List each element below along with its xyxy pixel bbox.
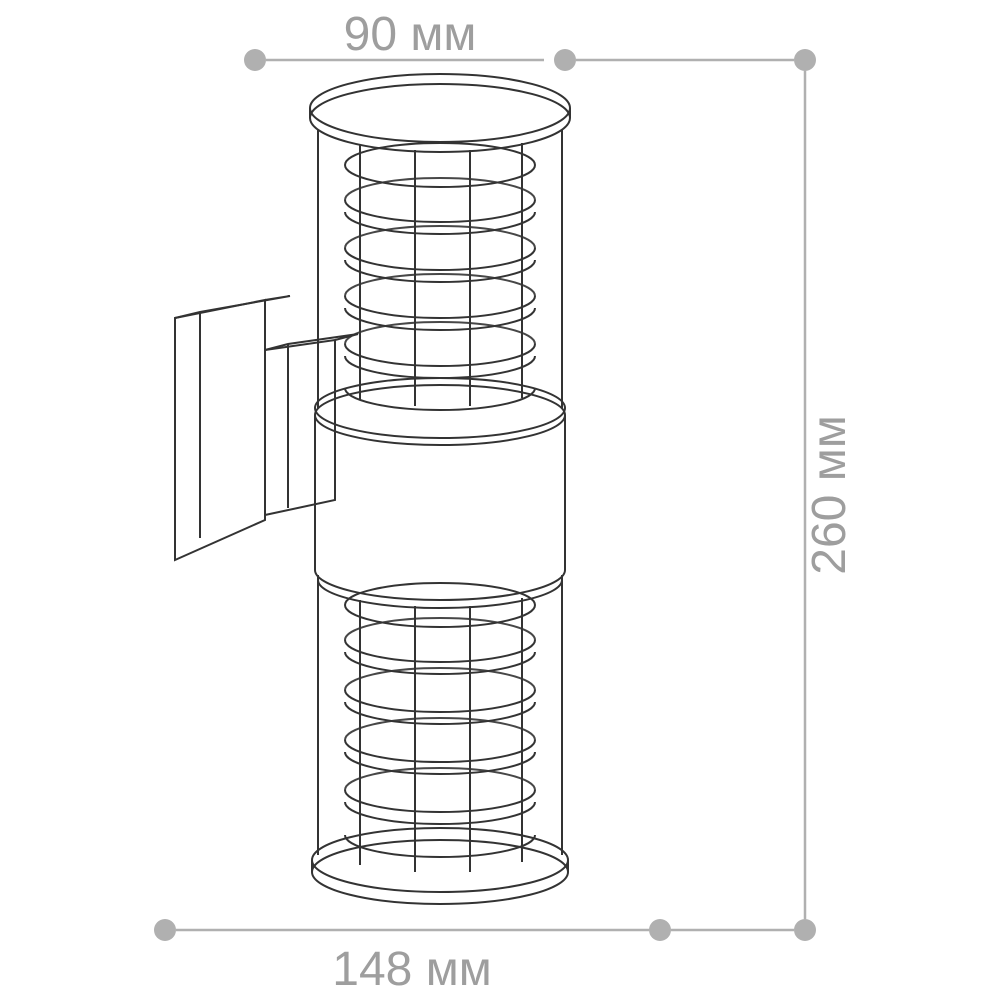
upper-cage: [310, 74, 570, 410]
dimension-top: 90 мм: [244, 8, 576, 71]
dimension-bottom-label: 148 мм: [332, 943, 491, 996]
dimension-right: 260 мм: [576, 49, 856, 941]
center-cylinder: [315, 378, 565, 600]
dimension-right-label: 260 мм: [803, 415, 856, 574]
lamp-drawing: [175, 74, 570, 904]
wall-bracket: [175, 296, 358, 560]
dimension-bottom: 148 мм: [154, 919, 671, 996]
technical-drawing: 90 мм 260 мм 148 мм: [0, 0, 1000, 1000]
lower-cage: [312, 575, 568, 904]
dimension-top-label: 90 мм: [344, 8, 477, 61]
